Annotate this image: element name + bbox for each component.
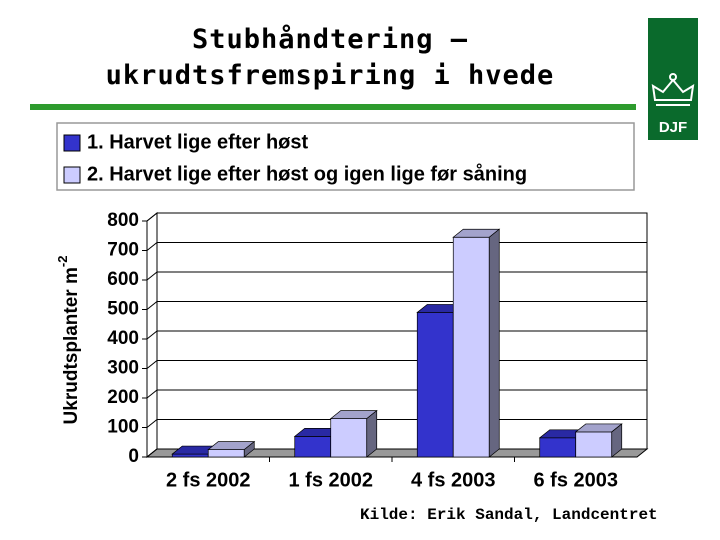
bar-side — [243, 440, 255, 458]
title-line: ukrudtsfremspiring i hvede — [105, 60, 555, 91]
y-tick-label: 0 — [128, 446, 139, 467]
y-tick-label: 200 — [107, 387, 139, 408]
x-tick-label: 1 fs 2002 — [288, 469, 373, 491]
y-tick-label: 700 — [107, 240, 139, 261]
bar-side — [488, 228, 500, 458]
y-tick-label: 800 — [107, 210, 139, 231]
grid-line — [146, 212, 647, 222]
legend-swatch — [63, 166, 81, 184]
bar — [575, 431, 613, 458]
x-tick-label: 2 fs 2002 — [166, 469, 251, 491]
x-tick-label: 4 fs 2003 — [411, 469, 496, 491]
y-tick-label: 300 — [107, 358, 139, 379]
bar — [171, 453, 209, 458]
y-tick-label: 100 — [107, 417, 139, 438]
logo-crown — [651, 73, 695, 106]
y-tick-label: 400 — [107, 328, 139, 349]
legend-label: 2. Harvet lige efter høst og igen lige f… — [87, 162, 527, 185]
x-tick-label: 6 fs 2003 — [533, 469, 618, 491]
title-rule — [30, 104, 636, 110]
bar — [416, 312, 454, 458]
legend-label: 1. Harvet lige efter høst — [87, 131, 309, 153]
y-axis-label-exponent: -2 — [55, 256, 70, 268]
y-tick-label: 500 — [107, 299, 139, 320]
y-axis-label-text: Ukrudtsplanter m — [61, 267, 82, 424]
bar-side — [366, 409, 378, 458]
source: Kilde: Erik Sandal, Landcentret — [360, 506, 658, 524]
legend-swatch — [63, 134, 81, 152]
y-axis-label: Ukrudtsplanter m-2 — [55, 256, 82, 425]
bar — [452, 236, 490, 458]
logo-text: DJF — [659, 119, 687, 136]
bar-side — [611, 423, 623, 458]
legend-box — [56, 122, 635, 191]
y-tick-label: 600 — [107, 269, 139, 290]
bar — [207, 449, 245, 458]
bar — [539, 437, 577, 458]
bar — [330, 418, 368, 458]
title-line: Stubhåndtering – — [191, 24, 469, 55]
bar — [294, 436, 332, 458]
